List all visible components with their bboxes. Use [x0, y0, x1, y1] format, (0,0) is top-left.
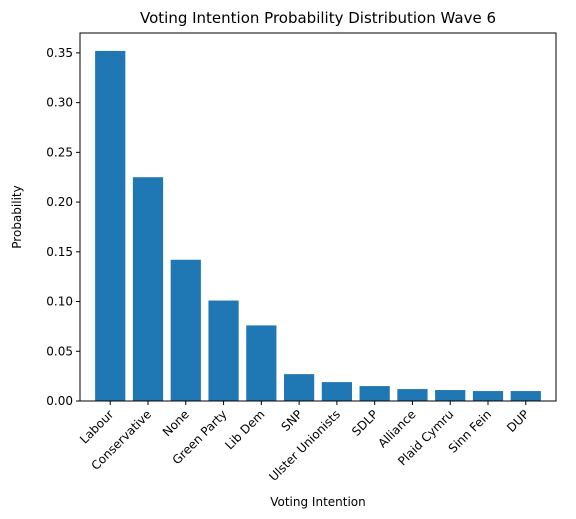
bar-sinn-fein: [472, 391, 504, 401]
y-tick-label: 0.15: [46, 245, 73, 259]
x-tick-label: None: [160, 407, 192, 439]
x-tick-label: SNP: [278, 407, 305, 434]
x-tick-label: DUP: [504, 407, 532, 435]
bar-none: [170, 259, 201, 401]
bar-ulster-unionists: [321, 382, 352, 401]
bar-snp: [284, 374, 315, 401]
bar-labour: [95, 50, 126, 401]
y-tick-label: 0.35: [46, 46, 73, 60]
y-tick-label: 0.05: [46, 344, 73, 358]
bars: [95, 50, 541, 401]
bar-conservative: [132, 177, 164, 401]
plot-frame: [79, 32, 557, 402]
y-tick-label: 0.10: [46, 295, 73, 309]
bar-lib-dem: [246, 325, 277, 401]
x-tick-label: Lib Dem: [222, 407, 267, 452]
y-tick-label: 0.20: [46, 195, 73, 209]
x-axis-label: Voting Intention: [270, 495, 366, 509]
y-axis-label: Probability: [10, 185, 24, 248]
bar-sdlp: [359, 386, 390, 401]
y-tick-label: 0.30: [46, 96, 73, 110]
y-axis: 0.00 0.05 0.10 0.15 0.20 0.25 0.30 0.35: [46, 46, 80, 408]
y-tick-label: 0.25: [46, 145, 73, 159]
bar-dup: [510, 391, 541, 401]
bar-plaid-cymru: [435, 390, 466, 401]
x-tick-label: SDLP: [349, 407, 381, 439]
x-tick-label: Ulster Unionists: [266, 407, 343, 484]
bar-green-party: [208, 300, 239, 401]
y-tick-label: 0.00: [46, 394, 73, 408]
chart-title: Voting Intention Probability Distributio…: [140, 9, 496, 27]
bar-alliance: [397, 389, 428, 401]
